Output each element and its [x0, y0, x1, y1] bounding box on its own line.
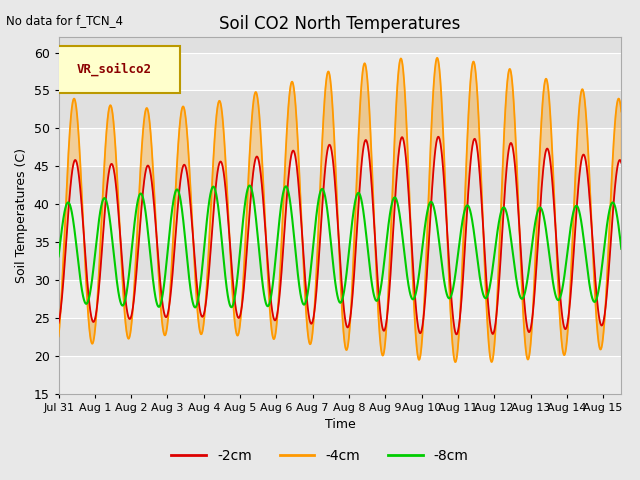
Bar: [59, 242, 621, 280]
Bar: [59, 52, 621, 90]
Bar: [59, 356, 621, 394]
Text: No data for f_TCN_4: No data for f_TCN_4: [6, 14, 124, 27]
Title: Soil CO2 North Temperatures: Soil CO2 North Temperatures: [220, 15, 461, 33]
X-axis label: Time: Time: [324, 419, 355, 432]
Bar: [59, 128, 621, 166]
Y-axis label: Soil Temperatures (C): Soil Temperatures (C): [15, 148, 28, 283]
Legend: -2cm, -4cm, -8cm: -2cm, -4cm, -8cm: [166, 443, 474, 468]
Bar: [59, 280, 621, 318]
Bar: [59, 318, 621, 356]
Bar: [59, 204, 621, 242]
Text: VR_soilco2: VR_soilco2: [76, 63, 151, 76]
Bar: [59, 90, 621, 128]
Bar: [59, 166, 621, 204]
FancyBboxPatch shape: [50, 46, 180, 93]
